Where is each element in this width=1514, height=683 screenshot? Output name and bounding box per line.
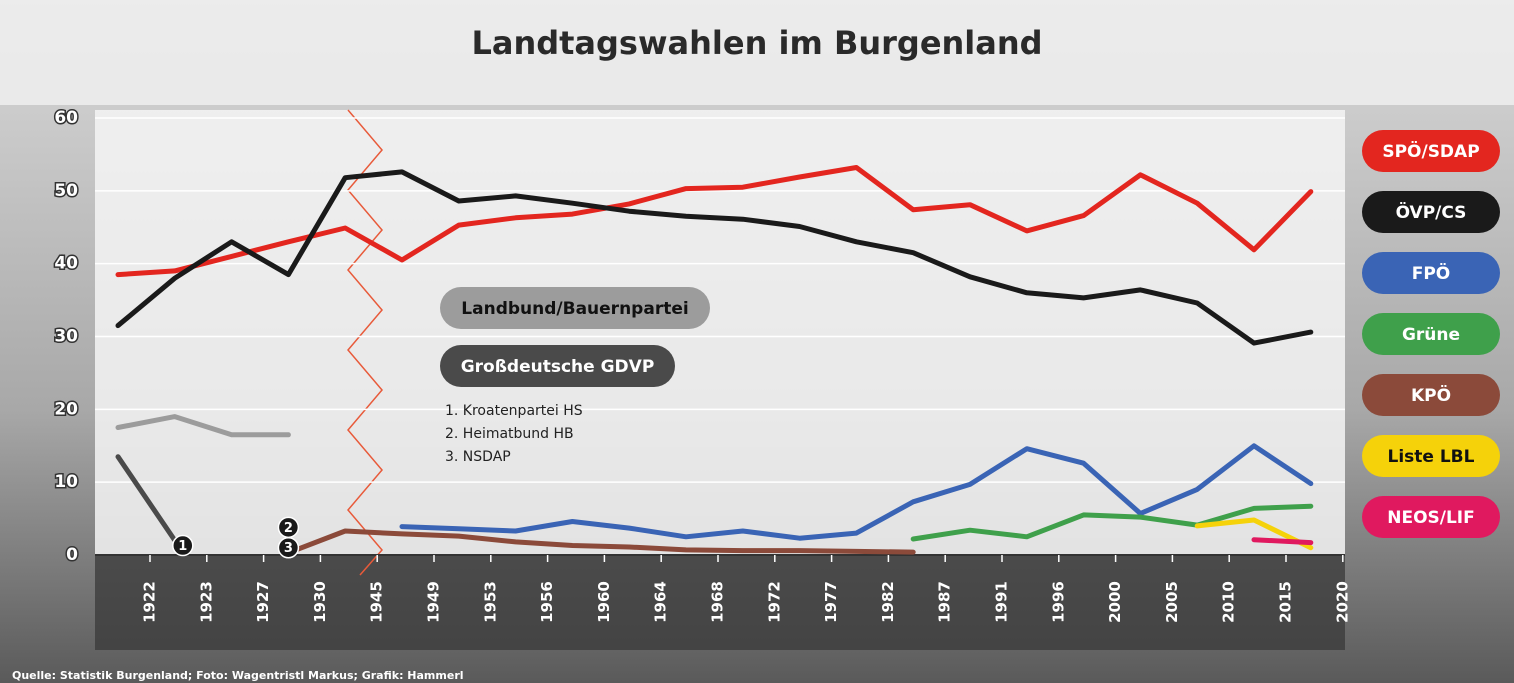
- legend-pill: [1362, 374, 1500, 416]
- y-tick-label: 10: [54, 472, 78, 492]
- series-line: [115, 454, 178, 543]
- series-line: [1194, 517, 1314, 551]
- x-tick-label: 2000: [1106, 581, 1124, 623]
- x-tick-label: 1991: [993, 581, 1011, 623]
- x-tick-label: 1968: [709, 581, 727, 623]
- y-tick-label: 20: [54, 399, 78, 419]
- legend-pill: [440, 345, 675, 387]
- x-tick-label: 1996: [1049, 581, 1067, 623]
- x-tick-label: 1964: [652, 581, 670, 623]
- x-tick-label: 1923: [197, 581, 215, 623]
- note: 3. NSDAP: [445, 449, 511, 465]
- chart-title: Landtagswahlen im Burgenland: [471, 24, 1042, 62]
- series-line: [115, 169, 1314, 346]
- series-line: [285, 528, 916, 556]
- series-line: [910, 503, 1314, 542]
- series-line: [399, 443, 1314, 541]
- legend-pill: [1362, 496, 1500, 538]
- legend-label: KPÖ: [1411, 384, 1451, 406]
- series-line: [115, 165, 1314, 278]
- note: 1. Kroatenpartei HS: [445, 403, 583, 419]
- y-tick-label: 30: [54, 327, 78, 347]
- legend-label: Grüne: [1402, 325, 1460, 345]
- x-tick-label: 2015: [1277, 581, 1295, 623]
- legend-label: SPÖ/SDAP: [1382, 140, 1479, 162]
- legend-pill: [440, 287, 710, 329]
- x-tick-label: 1987: [936, 581, 954, 623]
- y-tick-label: 0: [66, 545, 78, 565]
- y-tick-label: 50: [54, 181, 78, 201]
- legend-pill: [1362, 130, 1500, 172]
- series-line: [1251, 537, 1314, 546]
- x-tick-label: 1972: [765, 581, 783, 623]
- legend-label: Großdeutsche GDVP: [461, 357, 655, 377]
- x-tick-label: 1982: [879, 581, 897, 623]
- badge: [277, 536, 300, 559]
- x-tick-label: 1930: [311, 581, 329, 623]
- era-divider: [347, 109, 383, 576]
- x-tick-label: 1977: [822, 581, 840, 623]
- x-tick-label: 1945: [368, 581, 386, 623]
- x-tick-label: 1956: [538, 581, 556, 623]
- plot-area: [95, 110, 1345, 555]
- legend-label: NEOS/LIF: [1387, 508, 1475, 528]
- legend-label: ÖVP/CS: [1396, 201, 1467, 223]
- y-tick-label: 60: [54, 108, 78, 128]
- y-tick-label: 40: [54, 254, 78, 274]
- badge-label: 1: [178, 539, 187, 554]
- badge: [172, 534, 194, 557]
- x-tick-label: 1953: [481, 581, 499, 623]
- badge-label: 3: [284, 541, 293, 556]
- x-tick-label: 1927: [254, 581, 272, 623]
- x-tick-label: 1960: [595, 581, 613, 623]
- x-tick-label: 2020: [1333, 581, 1351, 623]
- legend-pill: [1362, 313, 1500, 355]
- x-tick-label: 2010: [1220, 581, 1238, 623]
- axis-band: [95, 555, 1345, 650]
- legend-pill: [1362, 435, 1500, 477]
- legend-label: Landbund/Bauernpartei: [461, 299, 688, 319]
- badge-label: 2: [284, 521, 293, 536]
- legend-pill: [1362, 191, 1500, 233]
- title-band: [0, 0, 1514, 105]
- x-tick-label: 2005: [1163, 581, 1181, 623]
- legend-label: Liste LBL: [1388, 447, 1475, 467]
- legend-label: FPÖ: [1412, 262, 1451, 284]
- legend-pill: [1362, 252, 1500, 294]
- series-line: [115, 414, 291, 438]
- x-tick-label: 1922: [141, 581, 159, 623]
- note: 2. Heimatbund HB: [445, 426, 574, 442]
- source: Quelle: Statistik Burgenland; Foto: Wage…: [12, 669, 464, 682]
- x-tick-label: 1949: [425, 581, 443, 623]
